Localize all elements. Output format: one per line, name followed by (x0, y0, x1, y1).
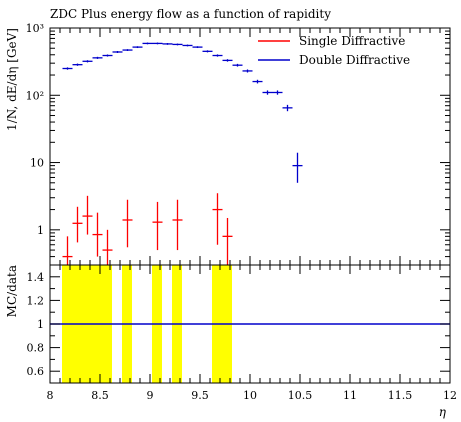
x-axis-ticks: 8 8.5 9 9.5 10 10.5 11 11.5 12 (47, 28, 457, 402)
double-diffractive-point (192, 46, 203, 49)
legend-label-double: Double Diffractive (299, 53, 410, 67)
double-diffractive-point (162, 43, 173, 45)
double-diffractive-point (82, 60, 93, 63)
ratio-tick-label: 0.8 (27, 342, 45, 355)
x-tick-label: 9.5 (191, 389, 209, 402)
x-tick-label: 12 (443, 389, 457, 402)
ratio-tick-label: 0.6 (27, 365, 45, 378)
ratio-axis-label: MC/data (5, 265, 19, 317)
ratio-tick-label: 1 (37, 318, 44, 331)
x-tick-label: 10 (243, 389, 257, 402)
double-diffractive-point (292, 152, 303, 183)
double-diffractive-point (72, 63, 83, 66)
y-tick-label: 10 (30, 157, 44, 170)
x-tick-label: 8 (47, 389, 54, 402)
x-tick-label: 8.5 (91, 389, 109, 402)
single-diffractive-point (122, 199, 133, 248)
single-diffractive-point (82, 195, 93, 235)
x-axis-label: η (439, 405, 447, 419)
single-diffractive-point (222, 217, 233, 265)
single-diffractive-point (152, 201, 163, 251)
single-diffractive-point (92, 212, 103, 257)
double-diffractive-point (92, 56, 103, 59)
double-diffractive-point (252, 79, 263, 84)
single-diffractive-point (72, 206, 83, 243)
double-diffractive-point (132, 46, 143, 49)
double-diffractive-point (172, 43, 183, 46)
double-diffractive-point (262, 90, 273, 95)
double-diffractive-point (182, 44, 193, 47)
legend-label-single: Single Diffractive (299, 34, 405, 48)
x-tick-label: 11.5 (388, 389, 413, 402)
y-axis-label: 1/N, dE/dη [GeV] (5, 28, 19, 131)
double-diffractive-point (202, 50, 213, 53)
double-diffractive-point (242, 69, 253, 73)
legend: Single Diffractive Double Diffractive (258, 34, 410, 67)
y-tick-label: 10³ (26, 22, 44, 35)
double-diffractive-point (112, 51, 123, 53)
double-diffractive-point (142, 42, 153, 45)
x-tick-label: 11 (343, 389, 357, 402)
ratio-tick-label: 1.2 (27, 294, 45, 307)
main-plot-data (62, 42, 303, 271)
x-tick-label: 10.5 (288, 389, 313, 402)
single-diffractive-point (102, 229, 113, 268)
double-diffractive-point (62, 67, 73, 70)
y-tick-label: 1 (37, 224, 44, 237)
main-y-ticks: 1 10 10² 10³ (26, 22, 450, 266)
double-diffractive-point (222, 59, 233, 62)
double-diffractive-point (212, 54, 223, 57)
double-diffractive-point (232, 63, 243, 67)
y-tick-label: 10² (26, 89, 44, 102)
double-diffractive-point (102, 54, 113, 57)
double-diffractive-point (122, 49, 133, 52)
ratio-y-ticks: 0.6 0.8 1 1.2 1.4 (27, 264, 450, 384)
ratio-tick-label: 1.4 (27, 271, 45, 284)
single-diffractive-point (172, 199, 183, 251)
chart-title: ZDC Plus energy flow as a function of ra… (50, 7, 331, 21)
x-tick-label: 9 (147, 389, 154, 402)
double-diffractive-point (152, 42, 163, 45)
double-diffractive-point (282, 104, 293, 112)
double-diffractive-point (272, 90, 283, 95)
single-diffractive-point (212, 193, 223, 245)
